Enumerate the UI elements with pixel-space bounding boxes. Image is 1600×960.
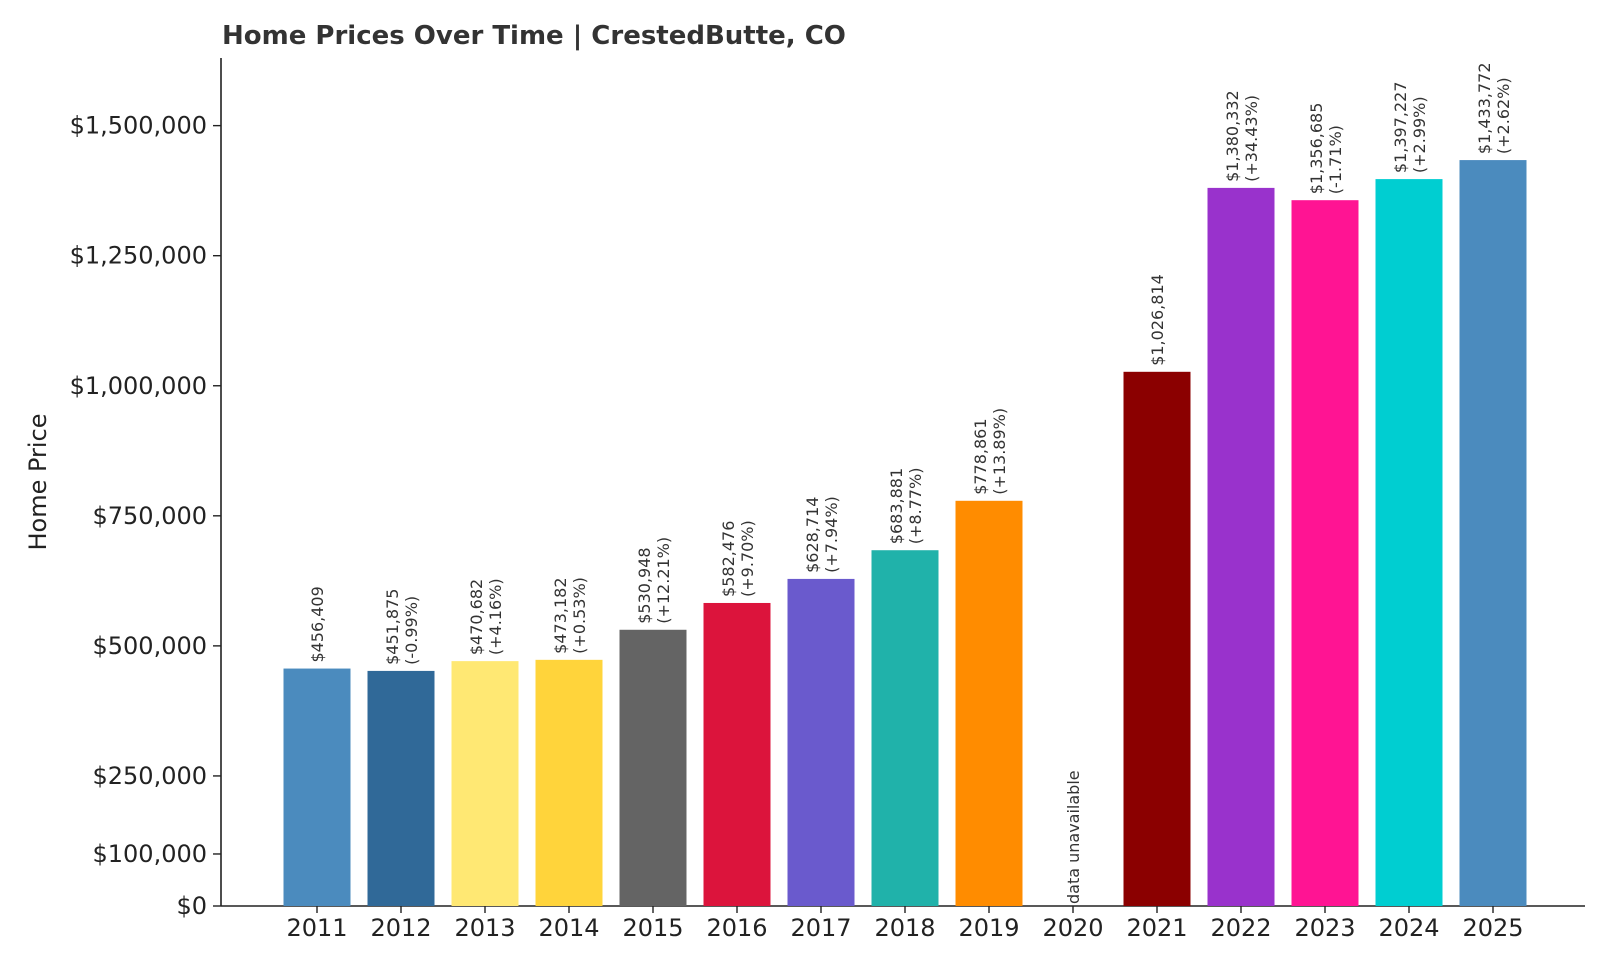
value-label: $470,682 (467, 579, 486, 655)
x-tick-label: 2023 (1294, 914, 1355, 942)
change-label: (+34.43%) (1242, 95, 1261, 182)
value-label: $628,714 (803, 497, 822, 573)
change-label: (-1.71%) (1326, 125, 1345, 194)
change-label: (+0.53%) (570, 577, 589, 654)
change-label: (+9.70%) (738, 520, 757, 597)
value-label: $1,356,685 (1307, 103, 1326, 195)
y-tick-label: $750,000 (92, 502, 207, 530)
change-label: (+7.94%) (822, 496, 841, 573)
bar-2019 (955, 500, 1023, 906)
bar-2024 (1375, 179, 1443, 907)
y-tick-label: $0 (176, 892, 207, 920)
x-tick-label: 2014 (538, 914, 599, 942)
x-ticks: 2011 2012 2013 2014 2015 2016 2017 2018 2019 2020… (286, 906, 1524, 942)
y-tick-label: $500,000 (92, 632, 207, 660)
value-label: $778,861 (971, 418, 990, 494)
missing-data-label: data unavailable (1064, 770, 1083, 904)
x-tick-label: 2019 (958, 914, 1019, 942)
value-label: $1,380,332 (1223, 90, 1242, 182)
y-axis-label: Home Price (24, 413, 52, 550)
x-tick-label: 2013 (454, 914, 515, 942)
value-label: $683,881 (887, 468, 906, 544)
y-tick-label: $1,250,000 (70, 242, 207, 270)
x-tick-label: 2015 (622, 914, 683, 942)
y-ticks: $0 $100,000 $250,000 $500,000 $750,000 $1,000… (70, 112, 221, 920)
bar-2013 (451, 661, 519, 906)
x-tick-label: 2017 (790, 914, 851, 942)
bar-2021 (1123, 371, 1191, 906)
bar-2025 (1459, 160, 1527, 906)
x-tick-label: 2025 (1462, 914, 1523, 942)
value-label: $473,182 (551, 577, 570, 653)
change-label: (+8.77%) (906, 467, 925, 544)
change-label: (+12.21%) (654, 537, 673, 624)
y-tick-label: $100,000 (92, 840, 207, 868)
value-label: $1,026,814 (1148, 274, 1167, 366)
value-label: $456,409 (308, 586, 327, 662)
x-tick-label: 2024 (1378, 914, 1439, 942)
value-label: $1,397,227 (1391, 81, 1410, 173)
bar-2012 (367, 670, 435, 906)
x-tick-label: 2016 (706, 914, 767, 942)
value-label: $451,875 (383, 589, 402, 665)
bar-2023 (1291, 200, 1359, 907)
data-labels: $456,409 $451,875 (-0.99%) $470,682 (+4.16%)… (308, 62, 1513, 904)
y-tick-label: $1,000,000 (70, 372, 207, 400)
x-tick-label: 2021 (1126, 914, 1187, 942)
value-label: $530,948 (635, 547, 654, 623)
y-tick-label: $1,500,000 (70, 112, 207, 140)
bar-2016 (703, 602, 771, 906)
bars (283, 160, 1527, 907)
change-label: (-0.99%) (402, 596, 421, 665)
value-label: $1,433,772 (1475, 62, 1494, 154)
x-tick-label: 2022 (1210, 914, 1271, 942)
bar-2014 (535, 659, 603, 906)
change-label: (+13.89%) (990, 408, 1009, 495)
change-label: (+4.16%) (486, 578, 505, 655)
bar-2017 (787, 578, 855, 906)
chart-title: Home Prices Over Time | CrestedButte, CO (222, 21, 846, 51)
change-label: (+2.99%) (1410, 96, 1429, 173)
bar-2015 (619, 629, 687, 906)
bar-2011 (283, 668, 351, 906)
value-label: $582,476 (719, 521, 738, 597)
x-tick-label: 2018 (874, 914, 935, 942)
bar-2022 (1207, 187, 1275, 907)
x-tick-label: 2020 (1042, 914, 1103, 942)
x-tick-label: 2011 (286, 914, 347, 942)
y-tick-label: $250,000 (92, 762, 207, 790)
bar-2018 (871, 550, 939, 906)
change-label: (+2.62%) (1494, 77, 1513, 154)
x-tick-label: 2012 (370, 914, 431, 942)
